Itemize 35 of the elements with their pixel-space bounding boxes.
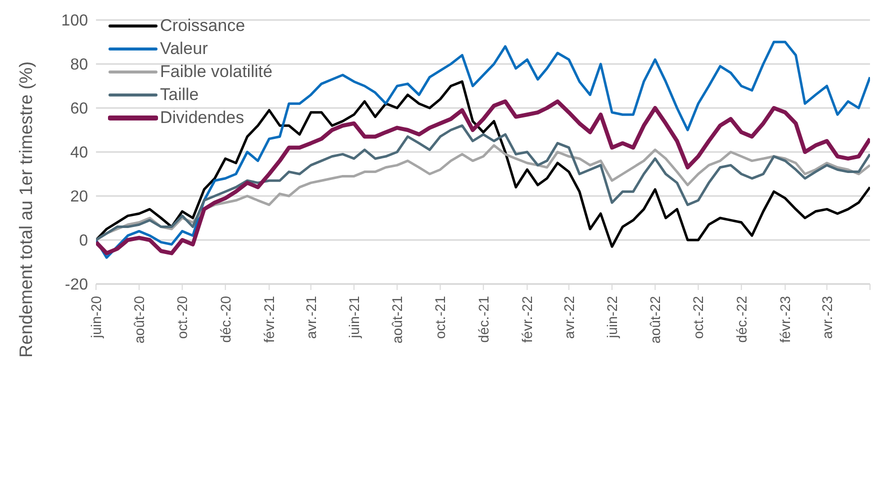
x-tick-label: août-20 (131, 296, 148, 344)
y-tick-label: 60 (70, 100, 88, 118)
x-tick-label: oct.-20 (174, 296, 190, 339)
y-axis-title: Rendement total au 1er trimestre (%) (16, 61, 36, 358)
y-tick-label: 0 (79, 232, 88, 250)
x-tick-label: avr.-22 (560, 296, 577, 339)
y-tick-label: -20 (64, 276, 88, 294)
x-tick-label: août-21 (389, 296, 406, 344)
x-tick-label: avr.-23 (818, 296, 835, 339)
x-tick-label: oct.-22 (690, 296, 706, 339)
x-tick-label: avr.-21 (302, 296, 319, 339)
y-tick-label: 20 (70, 188, 88, 206)
legend-label: Taille (160, 84, 199, 106)
legend-label: Valeur (160, 38, 208, 60)
x-tick-label: févr.-21 (261, 296, 278, 343)
x-tick-label: févr.-22 (519, 296, 536, 343)
x-tick-label: oct.-21 (432, 296, 448, 339)
legend-label: Croissance (160, 15, 246, 37)
y-tick-label: 40 (70, 144, 88, 162)
x-tick-label: déc.-22 (733, 296, 750, 343)
line-series (96, 40, 870, 259)
line-series (96, 124, 870, 242)
x-tick-label: juin-22 (604, 296, 620, 340)
legend-label: Dividendes (160, 107, 244, 129)
x-tick-label: juin-20 (88, 296, 104, 340)
y-tick-label: 80 (70, 56, 88, 74)
x-tick-label: févr.-23 (777, 296, 794, 343)
line-series (96, 99, 870, 256)
line-series (96, 80, 870, 248)
legend-label: Faible volatilité (160, 61, 272, 83)
x-tick-label: déc.-20 (217, 296, 234, 343)
x-tick-label: août-22 (647, 296, 664, 344)
y-tick-label: 100 (61, 12, 88, 30)
x-tick-label: juin-21 (346, 296, 362, 340)
x-tick-label: déc.-21 (475, 296, 492, 343)
